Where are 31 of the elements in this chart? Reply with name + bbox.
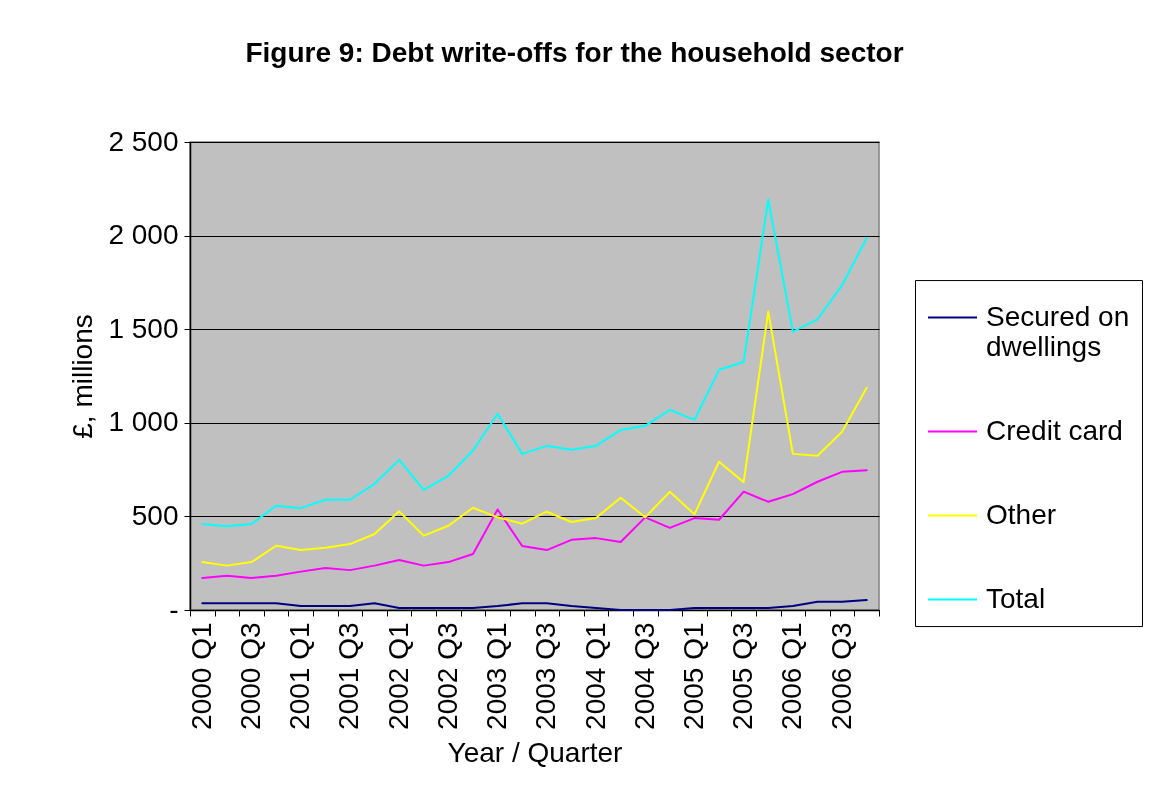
x-tick-label: 2002 Q3: [431, 622, 463, 730]
x-tick-label: 2004 Q3: [628, 622, 660, 730]
y-axis-title: £, millions: [67, 314, 99, 439]
x-tick-label: 2003 Q3: [530, 622, 562, 730]
y-tick-label: -: [169, 593, 179, 625]
x-tick-label: 2000 Q1: [185, 622, 217, 730]
x-tick-label: 2006 Q3: [825, 622, 857, 730]
legend-label: Other: [986, 498, 1057, 530]
legend-label: Secured on dwellings: [986, 300, 1130, 362]
x-tick-label: 2001 Q1: [284, 622, 316, 730]
x-tick-label: 2005 Q1: [677, 622, 709, 730]
y-tick-label: 1 500: [108, 312, 179, 344]
chart-title: Figure 9: Debt write-offs for the household sector: [245, 37, 904, 68]
y-tick-label: 500: [131, 499, 179, 531]
x-tick-label: 2005 Q3: [727, 622, 759, 730]
x-tick-label: 2001 Q3: [333, 622, 365, 730]
x-tick-label: 2006 Q1: [776, 622, 808, 730]
y-tick-label: 2 000: [108, 219, 179, 251]
legend-label: Credit card: [986, 414, 1123, 446]
x-tick-label: 2000 Q3: [235, 622, 267, 730]
line-series: [201, 469, 868, 579]
line-series: [201, 198, 868, 528]
x-tick-label: 2003 Q1: [481, 622, 513, 730]
legend-label: Total: [986, 582, 1046, 614]
x-tick-label: 2004 Q1: [579, 622, 611, 730]
line-series: [201, 599, 868, 611]
line-series: [201, 310, 868, 567]
x-tick-label: 2002 Q1: [382, 622, 414, 730]
y-tick-label: 2 500: [108, 125, 179, 157]
x-axis-title: Year / Quarter: [447, 736, 623, 768]
y-tick-label: 1 000: [108, 406, 179, 438]
